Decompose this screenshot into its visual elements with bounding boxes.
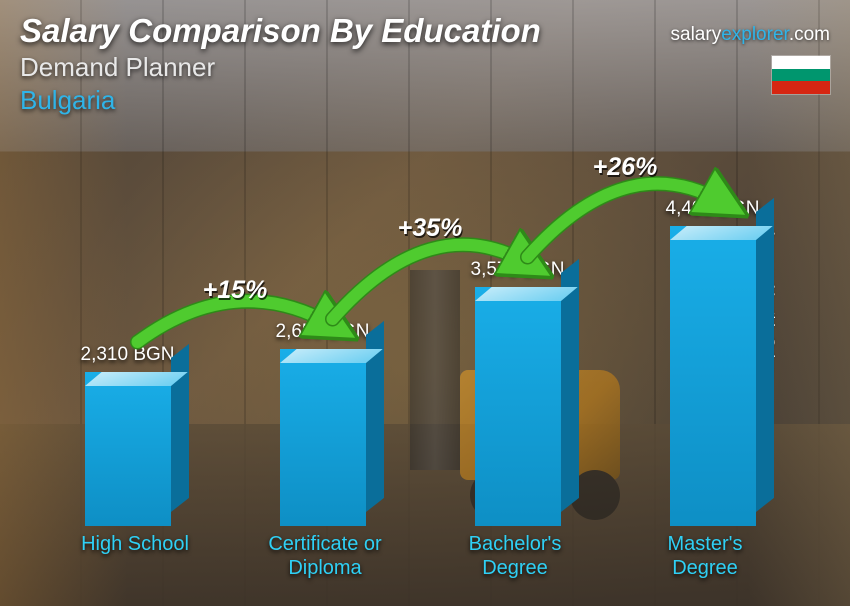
flag-stripe-mid: [772, 69, 830, 82]
bar-shape: [280, 349, 366, 526]
brand-part-b: explorer: [721, 24, 789, 45]
bar-value-label: 3,570 BGN: [471, 259, 565, 281]
flag-stripe-top: [772, 56, 830, 69]
bar-1: 2,650 BGN: [235, 321, 410, 526]
header: Salary Comparison By Education Demand Pl…: [20, 12, 541, 116]
bar-3: 4,490 BGN: [625, 198, 800, 526]
category-label: High School: [40, 526, 230, 586]
bar-shape: [85, 372, 171, 526]
bar-shape: [670, 226, 756, 526]
flag-stripe-bot: [772, 81, 830, 94]
chart-title: Salary Comparison By Education: [20, 12, 541, 50]
brand-part-a: salary: [671, 24, 722, 45]
salary-chart: 2,310 BGN 2,650 BGN 3,570 BGN 4,490 BGN Hig…: [40, 140, 800, 586]
brand-logo: salaryexplorer.com: [671, 24, 830, 46]
bar-value-label: 2,650 BGN: [276, 321, 370, 343]
category-label: Bachelor'sDegree: [420, 526, 610, 586]
bar-2: 3,570 BGN: [430, 259, 605, 526]
bars-container: 2,310 BGN 2,650 BGN 3,570 BGN 4,490 BGN: [40, 140, 800, 526]
bar-0: 2,310 BGN: [40, 344, 215, 526]
bar-value-label: 2,310 BGN: [81, 344, 175, 366]
bar-shape: [475, 287, 561, 526]
brand-suffix: .com: [789, 24, 830, 45]
chart-subtitle: Demand Planner: [20, 52, 541, 83]
bar-value-label: 4,490 BGN: [666, 198, 760, 220]
category-axis: High SchoolCertificate orDiplomaBachelor…: [40, 526, 800, 586]
category-label: Master'sDegree: [610, 526, 800, 586]
chart-country: Bulgaria: [20, 85, 541, 116]
country-flag: [772, 56, 830, 94]
category-label: Certificate orDiploma: [230, 526, 420, 586]
